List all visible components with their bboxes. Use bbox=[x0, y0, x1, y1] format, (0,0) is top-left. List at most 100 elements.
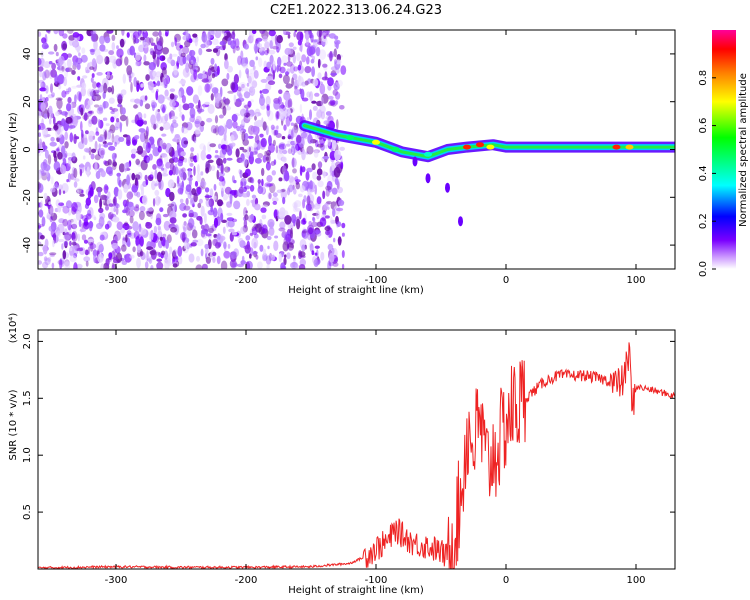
noise-blob bbox=[248, 125, 255, 135]
noise-blob bbox=[281, 55, 288, 65]
noise-blob bbox=[160, 153, 168, 158]
noise-blob bbox=[177, 183, 182, 187]
noise-blob bbox=[115, 58, 122, 67]
noise-blob bbox=[38, 132, 41, 137]
noise-blob bbox=[294, 30, 297, 33]
noise-blob bbox=[106, 71, 110, 80]
noise-blob bbox=[269, 182, 276, 194]
noise-blob bbox=[260, 207, 267, 213]
noise-blob bbox=[78, 219, 82, 228]
noise-blob bbox=[58, 184, 63, 190]
noise-blob bbox=[191, 229, 198, 239]
noise-blob bbox=[173, 65, 179, 76]
noise-blob bbox=[267, 73, 274, 83]
noise-blob bbox=[282, 241, 289, 252]
noise-blob bbox=[62, 218, 69, 227]
noise-blob bbox=[180, 151, 186, 157]
noise-blob bbox=[311, 163, 316, 171]
noise-blob bbox=[241, 255, 245, 262]
noise-blob bbox=[311, 221, 318, 227]
noise-blob bbox=[173, 157, 179, 163]
noise-blob bbox=[286, 61, 293, 67]
noise-blob bbox=[294, 264, 299, 269]
noise-blob bbox=[61, 65, 65, 72]
noise-blob bbox=[48, 201, 52, 205]
noise-blob bbox=[202, 73, 208, 80]
noise-blob bbox=[115, 206, 119, 215]
noise-blob bbox=[93, 252, 97, 264]
noise-blob bbox=[290, 122, 295, 126]
noise-blob bbox=[135, 61, 140, 67]
heatmap-content bbox=[38, 30, 675, 269]
noise-blob bbox=[242, 149, 248, 153]
noise-blob bbox=[301, 147, 305, 155]
noise-blob bbox=[208, 225, 215, 234]
noise-blob bbox=[287, 47, 294, 55]
noise-blob bbox=[325, 188, 330, 197]
noise-blob bbox=[252, 65, 256, 71]
noise-blob bbox=[108, 55, 117, 63]
noise-blob bbox=[249, 59, 255, 68]
noise-blob bbox=[136, 244, 141, 253]
snr-y-tick-label: 2.0 bbox=[22, 333, 33, 349]
snr-x-tick-label: -100 bbox=[365, 575, 388, 586]
noise-blob bbox=[99, 44, 106, 52]
noise-blob bbox=[94, 140, 98, 151]
noise-blob bbox=[333, 82, 340, 91]
noise-blob bbox=[180, 79, 186, 85]
noise-blob bbox=[296, 76, 304, 87]
noise-blob bbox=[243, 104, 251, 109]
noise-blob bbox=[38, 57, 42, 66]
noise-blob bbox=[187, 177, 193, 182]
heatmap-x-axis: -300 -200 -100 0 100 bbox=[105, 30, 646, 286]
noise-blob bbox=[325, 230, 330, 236]
noise-blob bbox=[95, 170, 101, 180]
noise-blob bbox=[73, 133, 77, 145]
noise-blob bbox=[223, 32, 227, 37]
noise-blob bbox=[316, 249, 319, 258]
noise-blob bbox=[58, 84, 62, 90]
noise-blob bbox=[317, 72, 322, 80]
noise-blob bbox=[116, 93, 124, 100]
noise-blob bbox=[159, 126, 164, 131]
noise-blob bbox=[50, 212, 58, 221]
noise-blob bbox=[157, 146, 162, 153]
noise-blob bbox=[89, 66, 95, 70]
noise-blob bbox=[88, 220, 93, 232]
noise-blob bbox=[174, 37, 177, 47]
noise-blob bbox=[42, 145, 48, 150]
noise-blob bbox=[277, 56, 282, 67]
noise-blob bbox=[143, 61, 150, 66]
noise-blob bbox=[121, 244, 127, 252]
noise-blob bbox=[103, 184, 109, 194]
noise-blob bbox=[250, 99, 254, 103]
noise-blob bbox=[157, 94, 165, 104]
noise-blob bbox=[174, 134, 180, 139]
noise-blob bbox=[177, 245, 183, 257]
noise-blob bbox=[243, 219, 248, 229]
noise-blob bbox=[253, 241, 257, 249]
noise-blob bbox=[48, 225, 55, 232]
noise-blob bbox=[151, 99, 156, 106]
noise-blob bbox=[85, 104, 92, 112]
noise-blob bbox=[58, 188, 62, 196]
noise-blob bbox=[144, 95, 148, 101]
noise-blob bbox=[40, 170, 47, 176]
noise-blob bbox=[223, 123, 227, 128]
noise-blob bbox=[71, 218, 78, 230]
noise-blob bbox=[309, 91, 313, 102]
noise-blob bbox=[136, 257, 141, 269]
noise-blob bbox=[151, 180, 156, 191]
noise-blob bbox=[214, 155, 222, 159]
noise-blob bbox=[99, 221, 102, 228]
noise-blob bbox=[135, 158, 140, 165]
noise-blob bbox=[341, 222, 346, 229]
noise-blob bbox=[104, 185, 109, 191]
snr-x-label: Height of straight line (km) bbox=[288, 585, 424, 596]
noise-blob bbox=[238, 69, 242, 79]
noise-blob bbox=[71, 231, 78, 242]
heatmap-x-tick-label: -200 bbox=[235, 275, 258, 286]
noise-blob bbox=[132, 246, 136, 253]
noise-blob bbox=[161, 167, 165, 171]
noise-blob bbox=[93, 216, 97, 221]
